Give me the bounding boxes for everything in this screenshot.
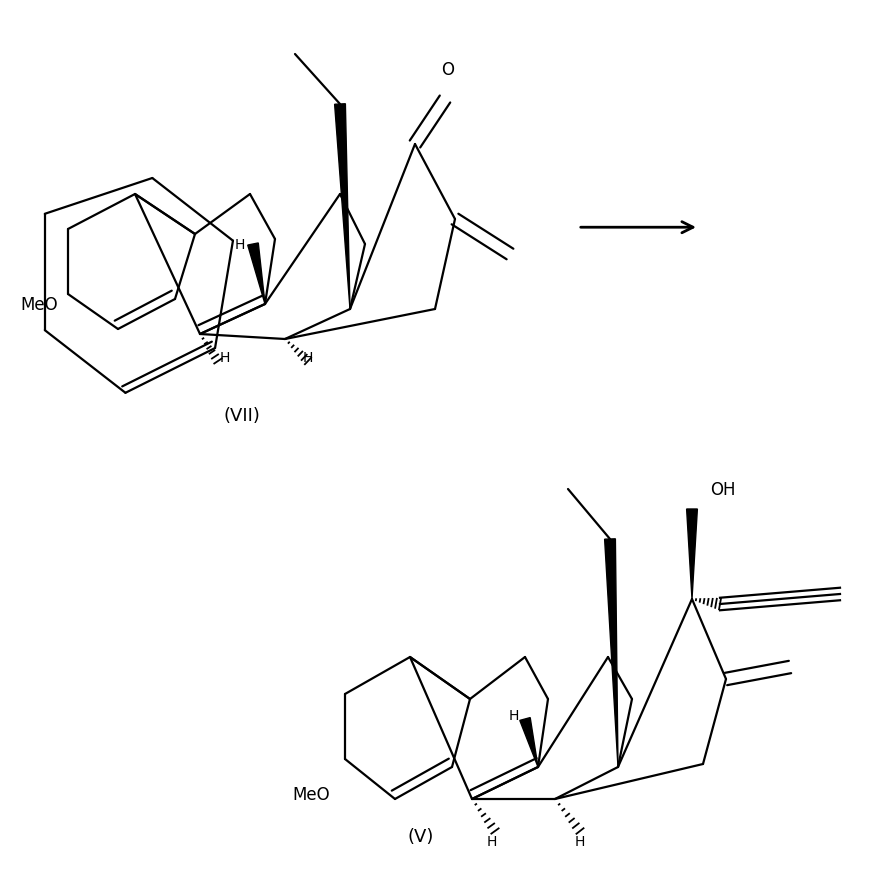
- Text: (V): (V): [408, 827, 435, 845]
- Text: MeO: MeO: [20, 296, 57, 314]
- Text: H: H: [575, 834, 585, 848]
- Text: H: H: [235, 238, 245, 252]
- Text: O: O: [442, 61, 454, 79]
- Polygon shape: [247, 244, 265, 305]
- Text: OH: OH: [710, 480, 736, 499]
- Polygon shape: [334, 105, 350, 309]
- Text: H: H: [487, 834, 497, 848]
- Text: MeO: MeO: [292, 785, 330, 803]
- Text: H: H: [220, 350, 230, 365]
- Text: H: H: [303, 350, 314, 365]
- Polygon shape: [686, 510, 697, 599]
- Polygon shape: [605, 539, 618, 767]
- Text: H: H: [509, 708, 520, 721]
- Text: (VII): (VII): [223, 407, 261, 425]
- Polygon shape: [520, 718, 538, 767]
